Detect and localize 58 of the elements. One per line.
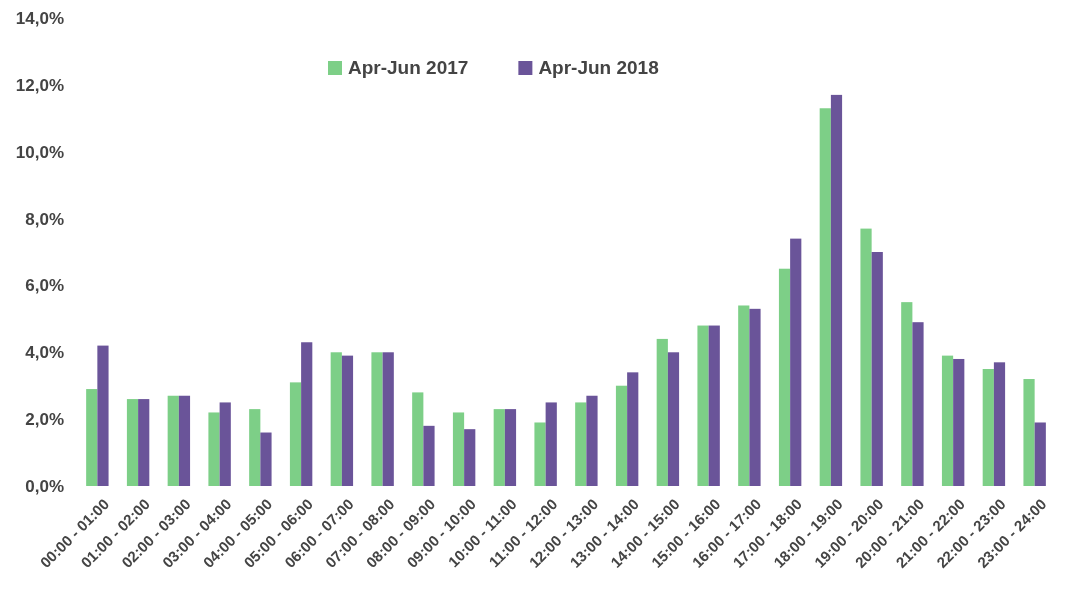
bar (341, 355, 354, 486)
bar (534, 422, 546, 486)
bar (545, 402, 557, 486)
bar (575, 402, 587, 486)
bar (260, 432, 272, 486)
bar (993, 362, 1006, 486)
bar (778, 268, 791, 486)
legend-label: Apr-Jun 2018 (538, 57, 659, 78)
y-tick-label: 0,0% (25, 476, 64, 496)
bar (667, 352, 680, 486)
bar (819, 108, 831, 486)
bar (138, 399, 150, 486)
bar (97, 345, 109, 486)
bar (627, 372, 639, 486)
bar (860, 228, 872, 486)
bar (371, 352, 383, 486)
y-tick-label: 12,0% (15, 75, 64, 95)
bar (219, 402, 231, 486)
bar (871, 252, 883, 486)
bar (382, 352, 394, 486)
bar (249, 409, 261, 486)
y-tick-label: 10,0% (15, 142, 64, 162)
bar (790, 238, 802, 486)
bar (982, 369, 994, 486)
bar (708, 325, 720, 486)
y-tick-label: 2,0% (25, 410, 64, 430)
y-tick-label: 4,0% (25, 343, 64, 363)
bar (738, 305, 750, 486)
bar (178, 395, 191, 486)
bar (423, 425, 435, 486)
bar (504, 409, 517, 486)
bar (615, 385, 628, 486)
bar (330, 352, 342, 486)
bar (493, 409, 505, 486)
bar (697, 325, 709, 486)
bar (749, 308, 761, 486)
bar (656, 338, 668, 486)
bar (830, 94, 843, 486)
bar (901, 302, 913, 486)
bar (1034, 422, 1046, 486)
bar (464, 429, 476, 486)
bar (126, 399, 139, 486)
bar (412, 392, 424, 486)
bar (912, 322, 924, 486)
bar (586, 395, 598, 486)
bar (452, 412, 465, 486)
bar (86, 389, 98, 486)
y-tick-label: 14,0% (15, 8, 64, 28)
legend-label: Apr-Jun 2017 (348, 57, 469, 78)
bar (167, 395, 179, 486)
bar (208, 412, 220, 486)
bar (941, 355, 954, 486)
bar (301, 342, 313, 486)
y-tick-label: 8,0% (25, 209, 64, 229)
bar (289, 382, 302, 486)
bar (1023, 379, 1035, 486)
bar (953, 358, 965, 486)
y-tick-label: 6,0% (25, 276, 64, 296)
